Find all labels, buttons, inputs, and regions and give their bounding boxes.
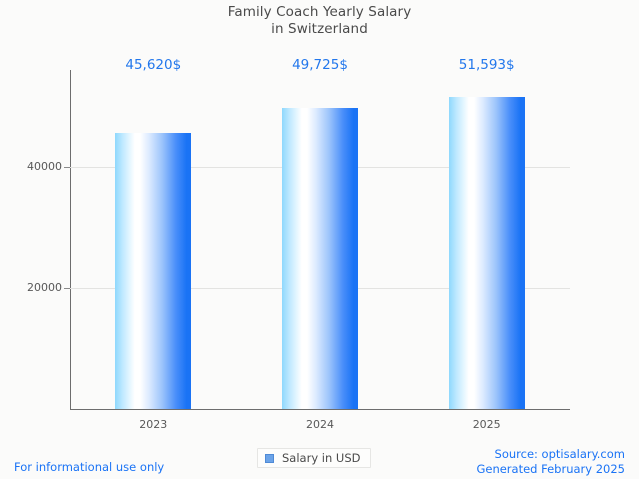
legend-label: Salary in USD [282,451,361,465]
x-tick-label: 2025 [472,418,501,431]
bar-value-label: 49,725$ [292,57,348,73]
y-tick-mark [64,287,70,289]
chart-title-line1: Family Coach Yearly Salary [227,4,412,20]
chart-legend[interactable]: Salary in USD [257,448,371,468]
footer-source-line: Source: optisalary.com [494,447,625,461]
y-tick-label: 40000 [27,160,62,174]
bar-value-label: 51,593$ [458,57,515,73]
y-axis-line [70,70,72,410]
chart-title-line2: in Switzerland [271,20,368,37]
y-tick: 20000 [0,282,62,293]
bar-2024[interactable] [282,108,358,409]
x-tick-label: 2023 [139,418,168,431]
bar-value-label: 45,620$ [125,57,182,73]
y-tick-label: 20000 [27,281,62,295]
y-tick: 40000 [0,161,62,172]
x-tick-label: 2024 [306,418,334,431]
legend-swatch-icon [265,453,274,463]
footer-source: Source: optisalary.com Generated Februar… [476,447,625,476]
chart-title: Family Coach Yearly Salary in Switzerlan… [0,4,639,37]
bar-2023[interactable] [115,132,192,409]
y-tick-mark [64,166,70,168]
bar-2025[interactable] [448,96,525,409]
plot-area [70,70,570,409]
x-axis-line [70,408,570,410]
footer-generated-line: Generated February 2025 [476,461,625,476]
footer-disclaimer: For informational use only [14,460,165,474]
